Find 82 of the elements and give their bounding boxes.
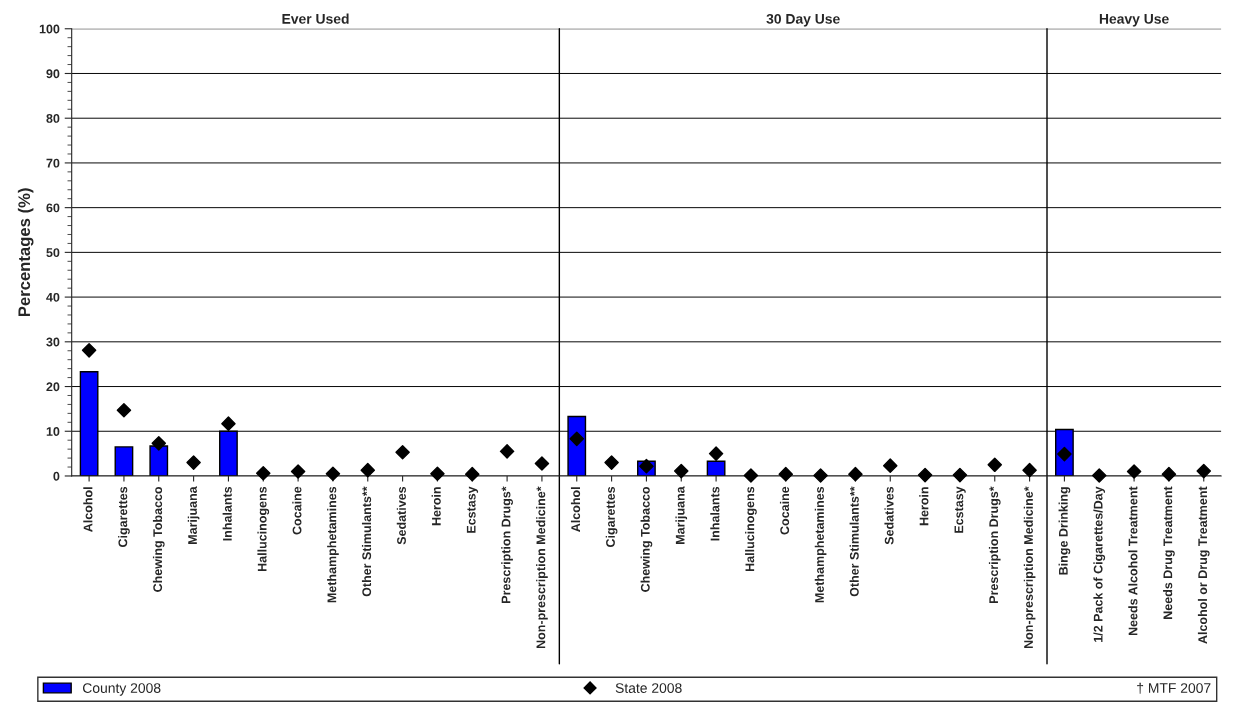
point <box>290 464 306 479</box>
point <box>952 467 968 483</box>
x-tick-label: Alcohol <box>83 487 93 532</box>
y-tick-label: 90 <box>46 69 60 79</box>
x-tick-label: Hallucinogens <box>745 486 757 571</box>
y-tick-label: 70 <box>46 158 60 168</box>
point <box>499 444 515 459</box>
y-tick-label: 10 <box>46 427 60 436</box>
x-tick-label: Hallucinogens <box>257 486 270 571</box>
point <box>813 468 828 483</box>
x-tick-label: Non-prescription Medicine* <box>1023 486 1036 649</box>
legend-label: † MTF 2007 <box>1137 682 1211 694</box>
point <box>81 343 97 358</box>
x-tick-label: Alcohol or Drug Treatment <box>1197 486 1210 644</box>
y-tick-label: 20 <box>46 382 60 392</box>
x-tick-label: Other Stimulants** <box>849 486 859 597</box>
point <box>882 458 898 473</box>
point <box>1126 464 1142 479</box>
point <box>987 457 1003 473</box>
y-tick-label: 30 <box>46 337 60 347</box>
point <box>743 468 759 483</box>
y-tick-label: 40 <box>46 292 60 302</box>
legend-label: State 2008 <box>615 683 682 693</box>
point <box>1196 463 1212 479</box>
x-tick-label: Heroin <box>919 487 929 526</box>
x-tick-label: Alcohol <box>570 487 581 532</box>
point <box>673 463 689 479</box>
point <box>221 416 236 431</box>
text: 30 Day Use <box>766 13 840 27</box>
x-tick-label: Sedatives <box>396 486 406 545</box>
point <box>1022 462 1037 478</box>
legend-label: County 2008 <box>82 683 161 696</box>
point <box>1091 468 1107 483</box>
x-tick-label: Other Stimulants** <box>361 486 372 597</box>
x-tick-label: Heroin <box>431 487 441 526</box>
point <box>151 436 167 451</box>
point <box>708 446 724 461</box>
point <box>255 466 271 481</box>
x-tick-label: Cigarettes <box>605 486 618 548</box>
x-tick-label: Chewing Tobacco <box>640 486 653 592</box>
y-tick-label: 80 <box>46 114 60 123</box>
text: Heavy Use <box>1099 14 1169 27</box>
point <box>395 444 410 460</box>
x-tick-label: Binge Drinking <box>1058 487 1071 575</box>
point <box>360 462 376 478</box>
point <box>1161 466 1177 482</box>
x-tick-label: Prescription Drugs* <box>501 486 513 603</box>
x-tick-label: Ecstasy <box>954 486 966 533</box>
x-tick-label: Marijuana <box>187 486 200 544</box>
x-tick-label: Needs Drug Treatment <box>1163 486 1175 619</box>
x-tick-label: 1/2 Pack of Cigarettes/Day <box>1093 486 1106 642</box>
x-tick-label: Prescription Drugs* <box>988 486 1001 603</box>
point <box>116 402 132 418</box>
x-tick-label: Needs Alcohol Treatment <box>1128 486 1138 636</box>
x-tick-label: Chewing Tobacco <box>152 486 165 592</box>
y-tick-label: 60 <box>46 203 60 213</box>
bar <box>114 446 134 476</box>
x-tick-label: Methamphetamines <box>327 486 339 603</box>
point <box>604 455 619 470</box>
point <box>848 466 863 482</box>
text: Ever Used <box>282 13 349 24</box>
x-tick-label: Cocaine <box>292 486 302 535</box>
point <box>325 466 341 482</box>
x-tick-label: Sedatives <box>884 486 894 545</box>
x-tick-label: Inhalants <box>222 486 232 541</box>
y-axis-title: Percentages (%) <box>17 188 34 317</box>
point <box>430 466 445 482</box>
x-tick-label: Inhalants <box>710 486 720 541</box>
point <box>186 455 201 470</box>
point <box>917 467 933 483</box>
y-tick-label: 100 <box>39 24 60 34</box>
x-tick-label: Methamphetamines <box>814 486 827 603</box>
point <box>534 456 550 471</box>
y-tick-label: 50 <box>46 248 60 258</box>
point <box>778 466 794 482</box>
y-tick-label: 0 <box>53 471 60 481</box>
x-tick-label: Non-prescription Medicine* <box>536 486 548 649</box>
point <box>464 466 480 482</box>
x-tick-label: Cigarettes <box>118 486 130 548</box>
x-tick-label: Ecstasy <box>466 486 479 533</box>
x-tick-label: Cocaine <box>779 486 790 535</box>
x-tick-label: Marijuana <box>675 486 688 544</box>
